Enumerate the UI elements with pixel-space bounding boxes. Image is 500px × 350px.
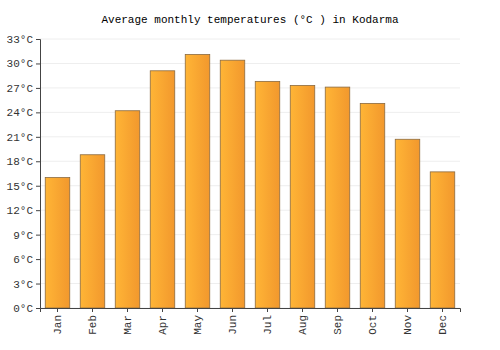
y-axis: 0°C 3°C 6°C 9°C 12°C 15°C 18°C 21°C 24°C 27°C 30°C… [7, 34, 41, 315]
x-tick-mark [92, 308, 93, 312]
y-tick: 12°C [7, 205, 40, 217]
bar [45, 178, 70, 308]
x-tick-label: Oct [367, 315, 379, 335]
bar [290, 85, 315, 308]
y-tick: 33°C [7, 34, 40, 46]
x-tick: Apr [157, 308, 169, 335]
y-tick-mark [36, 137, 40, 138]
x-tick-mark [197, 308, 198, 312]
y-tick-label: 27°C [7, 83, 34, 95]
y-tick: 27°C [7, 83, 40, 95]
y-tick: 21°C [7, 132, 40, 144]
x-tick-label: Aug [297, 315, 309, 335]
y-tick-mark [36, 88, 40, 89]
x-tick: May [192, 308, 204, 335]
x-axis-line [41, 309, 461, 313]
y-tick: 9°C [13, 230, 40, 242]
x-tick-label: Apr [157, 315, 169, 335]
bar [360, 103, 385, 308]
chart: 0°C 3°C 6°C 9°C 12°C 15°C 18°C 21°C 24°C 27°C 30°C… [0, 0, 500, 350]
bar [115, 111, 140, 308]
y-tick-mark [36, 161, 40, 162]
y-tick-label: 21°C [7, 132, 34, 144]
bar [430, 172, 455, 308]
x-tick: Aug [297, 308, 309, 335]
y-tick-label: 6°C [13, 254, 33, 266]
y-tick-label: 15°C [7, 181, 34, 193]
grid-line [40, 136, 460, 137]
y-tick: 6°C [13, 254, 40, 266]
y-tick-mark [36, 308, 40, 309]
x-tick-label: May [192, 315, 204, 335]
x-tick: Dec [437, 308, 449, 335]
x-tick-label: Sep [332, 315, 344, 335]
y-tick: 30°C [7, 58, 40, 70]
grid-line [40, 39, 460, 40]
x-tick: Feb [87, 308, 99, 335]
x-tick: Jan [52, 308, 64, 335]
bar [395, 139, 420, 308]
x-tick: Jul [262, 308, 274, 335]
x-tick-mark [372, 308, 373, 312]
y-tick: 18°C [7, 156, 40, 168]
x-tick: Mar [122, 308, 134, 335]
grid-line [40, 87, 460, 88]
x-tick-mark [267, 308, 268, 312]
x-tick-label: Jul [262, 315, 274, 335]
y-tick-mark [36, 235, 40, 236]
x-tick-label: Nov [402, 315, 414, 335]
y-tick-label: 3°C [13, 279, 33, 291]
x-tick-mark [127, 308, 128, 312]
grid-line [40, 63, 460, 64]
y-tick-label: 0°C [13, 303, 33, 315]
x-tick: Sep [332, 308, 344, 335]
y-tick-mark [36, 284, 40, 285]
y-tick-mark [36, 210, 40, 211]
y-tick-label: 30°C [7, 58, 34, 70]
x-tick-label: Jan [52, 315, 64, 335]
y-tick-label: 9°C [13, 230, 33, 242]
x-tick-mark [442, 308, 443, 312]
y-axis-line [36, 40, 41, 309]
bar [220, 60, 245, 308]
bar [80, 155, 105, 308]
grid [40, 39, 460, 308]
y-tick: 15°C [7, 181, 40, 193]
bars [45, 54, 455, 308]
x-tick: Nov [402, 308, 414, 335]
bar [150, 71, 175, 308]
x-tick-label: Dec [437, 315, 449, 335]
x-tick-mark [407, 308, 408, 312]
x-tick-label: Jun [227, 315, 239, 335]
y-tick-mark [36, 112, 40, 113]
x-tick: Jun [227, 308, 239, 335]
x-tick-mark [337, 308, 338, 312]
x-tick-mark [57, 308, 58, 312]
y-tick-label: 12°C [7, 205, 34, 217]
y-tick-mark [36, 39, 40, 40]
x-tick-mark [302, 308, 303, 312]
bar [255, 81, 280, 308]
y-tick-mark [36, 186, 40, 187]
x-tick-mark [232, 308, 233, 312]
title: Average monthly temperatures (°C ) in Ko… [101, 14, 398, 26]
y-tick-label: 24°C [7, 107, 34, 119]
grid-line [40, 112, 460, 113]
y-tick-mark [36, 63, 40, 64]
y-tick: 0°C [13, 303, 40, 315]
bar [185, 54, 210, 308]
x-tick-label: Mar [122, 315, 134, 335]
y-tick: 3°C [13, 279, 40, 291]
y-tick-label: 33°C [7, 34, 34, 46]
y-tick-mark [36, 259, 40, 260]
bar [325, 87, 350, 308]
x-axis: Jan Feb Mar Apr May Jun Jul Aug Sep Oct Nov Dec [41, 308, 461, 335]
y-tick-label: 18°C [7, 156, 34, 168]
x-tick-mark [162, 308, 163, 312]
plot: 0°C 3°C 6°C 9°C 12°C 15°C 18°C 21°C 24°C 27°C 30°C… [7, 34, 461, 335]
y-tick: 24°C [7, 107, 40, 119]
x-tick-label: Feb [87, 315, 99, 335]
x-tick: Oct [367, 308, 379, 335]
